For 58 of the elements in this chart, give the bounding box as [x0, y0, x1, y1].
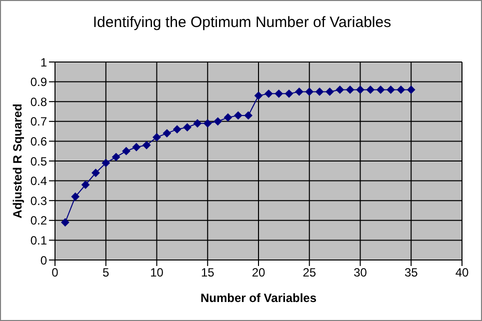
point [61, 218, 70, 226]
y-tick-label: 1 [40, 55, 48, 70]
point [204, 119, 212, 128]
point [305, 88, 314, 96]
point [82, 180, 90, 189]
y-tick-label: 0.1 [30, 233, 48, 248]
y-tick-label: 0.4 [30, 174, 48, 188]
point [356, 86, 364, 94]
x-tick-label: 25 [302, 266, 316, 280]
point [386, 86, 395, 94]
y-tick-label: 0.2 [30, 214, 48, 228]
point [407, 86, 416, 94]
y-tick-label: 0.7 [30, 114, 48, 129]
x-tick-label: 10 [150, 266, 164, 280]
x-axis-title: Number of Variables [200, 291, 317, 305]
point [264, 90, 273, 98]
point [71, 192, 80, 201]
point [122, 147, 130, 156]
y-tick-label: 0 [40, 253, 48, 268]
chart-title: Identifying the Optimum Number of Variables [92, 14, 392, 31]
point [376, 86, 385, 94]
x-tick-label: 40 [455, 266, 469, 280]
point [183, 123, 192, 132]
point [346, 86, 354, 94]
y-tick-label: 0.9 [30, 75, 48, 90]
point [366, 86, 374, 94]
point [142, 141, 151, 150]
point [173, 125, 182, 134]
point [244, 111, 252, 120]
x-tick-label: 5 [102, 266, 110, 280]
point [295, 88, 304, 96]
y-axis-title: Adjusted R Squared [10, 104, 24, 218]
point [254, 92, 262, 100]
point [224, 113, 232, 122]
point [396, 86, 405, 94]
x-tick-label: 0 [52, 266, 59, 280]
point [193, 119, 202, 128]
point [316, 88, 324, 96]
point [234, 111, 242, 120]
point [162, 129, 171, 138]
y-tick-label: 0.6 [30, 134, 48, 148]
point [274, 90, 283, 98]
x-tick-label: 30 [354, 266, 368, 280]
point [326, 88, 334, 96]
y-tick-label: 0.5 [30, 154, 48, 168]
point [285, 90, 294, 98]
point [152, 133, 161, 142]
point [92, 168, 100, 177]
point [112, 153, 120, 162]
point [336, 86, 344, 94]
x-tick-label: 20 [252, 266, 266, 280]
x-tick-label: 35 [404, 266, 418, 280]
y-tick-label: 0.8 [30, 94, 48, 109]
point [214, 117, 222, 126]
point [102, 158, 110, 167]
point [132, 143, 140, 152]
x-tick-label: 15 [200, 266, 215, 280]
y-tick-label: 0.3 [30, 194, 48, 208]
